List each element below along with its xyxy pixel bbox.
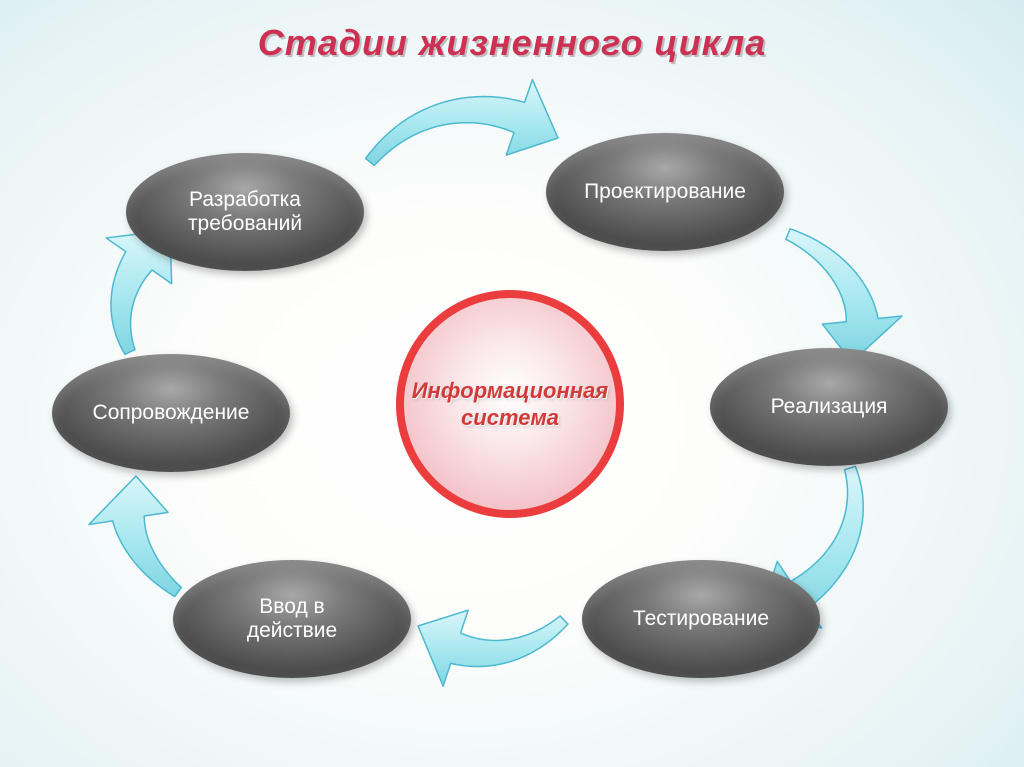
diagram-canvas: Стадии жизненного цикла Информационнаяси… xyxy=(0,0,1024,767)
node-deploy: Ввод вдействие xyxy=(173,560,411,678)
arrow-a2 xyxy=(786,229,902,362)
arrow-a1 xyxy=(366,80,558,166)
arrow-a5 xyxy=(89,476,181,596)
node-maint: Сопровождение xyxy=(52,354,290,472)
arrow-a4 xyxy=(418,610,568,686)
node-test: Тестирование xyxy=(582,560,820,678)
node-design: Проектирование xyxy=(546,133,784,251)
node-dev-req: Разработкатребований xyxy=(126,153,364,271)
node-impl: Реализация xyxy=(710,348,948,466)
center-node: Информационнаясистема xyxy=(396,290,624,518)
center-label: Информационнаясистема xyxy=(412,377,609,432)
